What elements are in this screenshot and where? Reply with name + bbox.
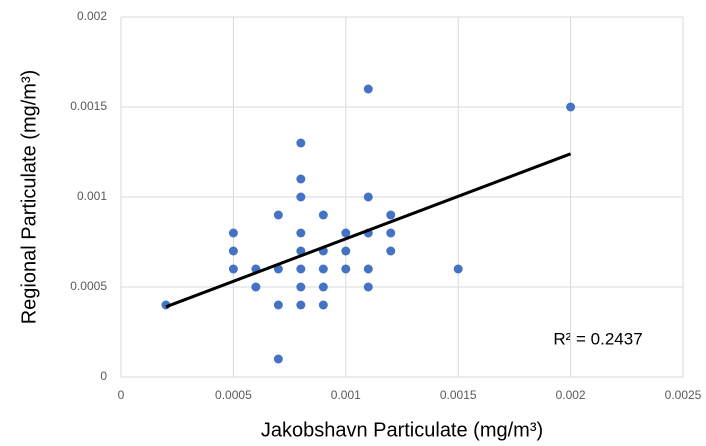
- scatter-point: [296, 228, 306, 238]
- scatter-point: [318, 264, 328, 274]
- scatter-point: [296, 300, 306, 310]
- scatter-point: [363, 264, 373, 274]
- scatter-point: [453, 264, 463, 274]
- y-tick-label: 0.0015: [70, 99, 107, 113]
- x-tick-label: 0.001: [331, 388, 361, 402]
- y-tick-label: 0.002: [77, 9, 107, 23]
- x-tick-label: 0: [118, 388, 125, 402]
- scatter-point: [296, 264, 306, 274]
- x-tick-label: 0.002: [556, 388, 586, 402]
- scatter-point: [273, 300, 283, 310]
- scatter-point: [296, 138, 306, 148]
- scatter-point: [296, 174, 306, 184]
- x-tick-label: 0.0015: [440, 388, 477, 402]
- scatter-point: [318, 282, 328, 292]
- scatter-point: [386, 210, 396, 220]
- x-axis-title: Jakobshavn Particulate (mg/m³): [261, 419, 543, 441]
- scatter-point: [363, 84, 373, 94]
- y-tick-label: 0.001: [77, 189, 107, 203]
- scatter-point: [341, 246, 351, 256]
- scatter-point: [386, 228, 396, 238]
- scatter-point: [318, 300, 328, 310]
- scatter-point: [341, 264, 351, 274]
- scatter-point: [228, 246, 238, 256]
- scatter-point: [566, 102, 576, 112]
- scatter-point: [228, 228, 238, 238]
- scatter-point: [296, 282, 306, 292]
- scatter-point: [363, 192, 373, 202]
- scatter-point: [296, 246, 306, 256]
- y-tick-label: 0: [100, 369, 107, 383]
- scatter-point: [228, 264, 238, 274]
- scatter-point: [251, 282, 261, 292]
- scatter-point: [273, 210, 283, 220]
- scatter-point: [296, 192, 306, 202]
- scatter-point: [386, 246, 396, 256]
- scatter-point: [363, 282, 373, 292]
- y-tick-label: 0.0005: [70, 279, 107, 293]
- scatter-point: [318, 210, 328, 220]
- trendline: [165, 152, 572, 309]
- scatter-point: [273, 354, 283, 364]
- y-axis-title: Regional Particulate (mg/m³): [18, 70, 40, 325]
- scatter-point: [341, 228, 351, 238]
- x-tick-label: 0.0005: [215, 388, 252, 402]
- x-tick-label: 0.0025: [665, 388, 702, 402]
- r-squared-label: R² = 0.2437: [553, 329, 642, 348]
